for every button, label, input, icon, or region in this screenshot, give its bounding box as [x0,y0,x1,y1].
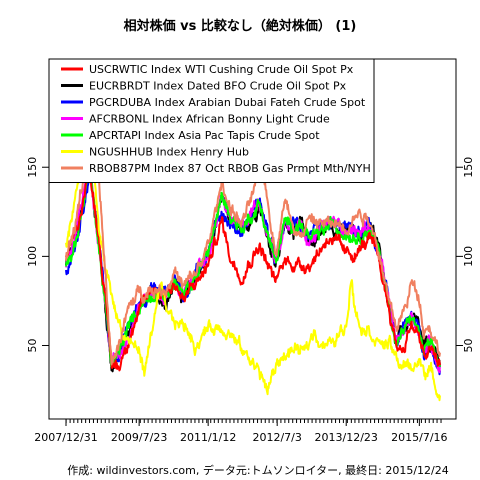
x-tick-label-4: 2012/7/3 [252,431,301,444]
legend-label-2: EUCRBRDT Index Dated BFO Crude Oil Spot … [89,80,347,93]
series-line-2 [65,159,441,373]
y-tick-label-left-1: 50 [26,339,39,353]
legend-label-4: AFCRBONL Index African Bonny Light Crude [89,113,330,126]
legend-label-7: RBOB87PM Index 87 Oct RBOB Gas Prmpt Mth… [89,162,371,175]
axis-layer: 2007/12/31 2009/7/23 2011/1/12 2012/7/3 2013… [26,157,475,444]
x-tick-label-2: 2009/7/23 [111,431,167,444]
x-tick-label-5: 2013/12/23 [315,431,378,444]
series-line-6 [65,104,441,402]
y-tick-label-right-3: 150 [462,157,475,178]
legend: USCRWTIC Index WTI Cushing Crude Oil Spo… [48,58,375,183]
legend-label-6: NGUSHHUB Index Henry Hub [89,146,249,159]
y-tick-label-right-2: 100 [462,246,475,267]
series-line-5 [65,164,441,368]
y-tick-label-right-1: 50 [462,339,475,353]
series-line-7 [65,161,441,366]
legend-label-5: APCRTAPI Index Asia Pac Tapis Crude Spot [89,129,320,142]
series-layer [65,104,441,402]
x-tick-label-6: 2015/7/16 [391,431,447,444]
y-tick-label-left-2: 100 [26,246,39,267]
legend-label-1: USCRWTIC Index WTI Cushing Crude Oil Spo… [89,63,354,76]
chart-title: 相対株価 vs 比較なし（絶対株価） (1) [124,18,357,34]
chart-caption: 作成: wildinvestors.com, データ元:トムソンロイター, 最終… [67,463,448,477]
legend-box [48,58,375,183]
x-tick-label-3: 2011/1/12 [180,431,236,444]
x-tick-label-1: 2007/12/31 [34,431,97,444]
legend-label-3: PGCRDUBA Index Arabian Dubai Fateh Crude… [89,96,366,109]
y-tick-label-left-3: 150 [26,157,39,178]
